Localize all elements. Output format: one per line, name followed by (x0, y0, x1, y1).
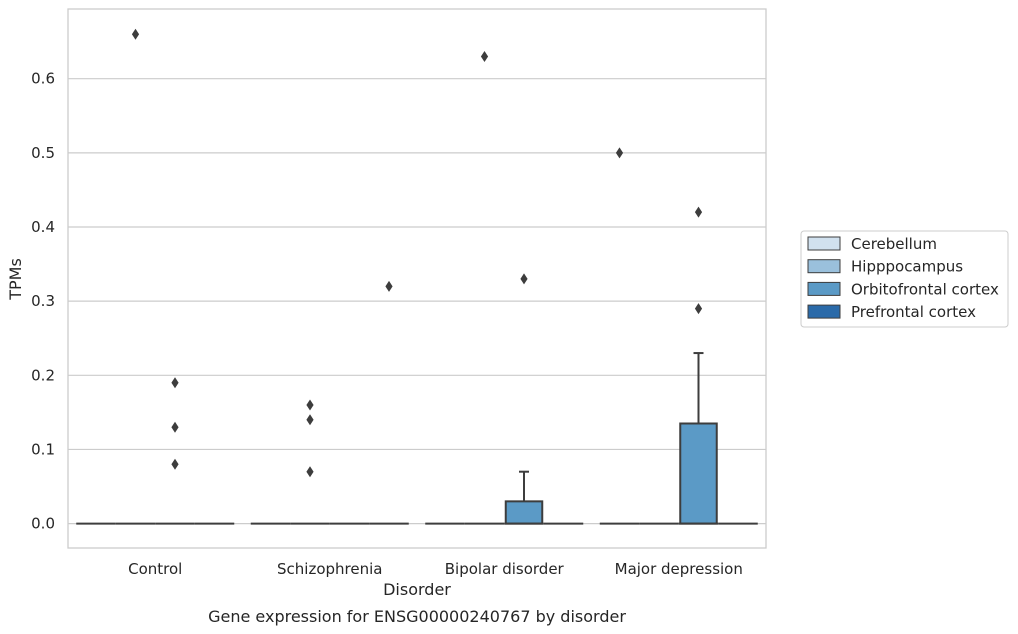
legend-frame (800, 230, 1009, 328)
legend-swatch (807, 281, 841, 296)
box (504, 500, 544, 525)
x-tick-labels: Control Schizophrenia Bipolar disorder Majo… (128, 560, 743, 578)
outlier-marker (615, 147, 624, 159)
outlier-marker (694, 206, 703, 218)
legend-label: Orbitofrontal cortex (851, 280, 999, 298)
outlier-points (131, 28, 703, 478)
y-tick-label: 0.2 (31, 366, 55, 384)
outlier-marker (171, 421, 179, 433)
legend-swatch (807, 259, 841, 274)
y-axis-label: TPMs (6, 258, 25, 301)
outlier-marker (171, 377, 179, 389)
outlier-marker (520, 273, 528, 285)
legend-label: Prefrontal cortex (851, 303, 976, 321)
box-group (504, 470, 544, 525)
x-tick-label: Bipolar disorder (445, 560, 565, 578)
outlier-marker (385, 280, 393, 292)
box (679, 422, 718, 525)
legend-label: Cerebellum (851, 235, 937, 253)
legend: Cerebellum Hipppocampus Orbitofrontal cort… (800, 230, 1009, 328)
y-tick-label: 0.6 (31, 70, 55, 88)
legend-label: Hipppocampus (851, 258, 963, 276)
outlier-marker (131, 28, 140, 40)
x-tick-label: Schizophrenia (277, 560, 382, 578)
y-tick-label: 0.1 (31, 440, 55, 458)
x-axis-label: Disorder (383, 580, 451, 599)
plot-background (68, 9, 766, 548)
x-tick-label: Control (128, 560, 182, 578)
box-groups (76, 352, 758, 525)
outlier-marker (171, 458, 179, 470)
y-tick-label: 0.5 (31, 144, 55, 162)
y-tick-label: 0.0 (31, 515, 55, 533)
y-tick-label: 0.4 (31, 218, 55, 236)
legend-swatch (807, 304, 841, 319)
legend-swatch (807, 236, 841, 251)
outlier-marker (306, 399, 314, 411)
figure-caption: Gene expression for ENSG00000240767 by d… (208, 607, 626, 626)
outlier-marker (694, 303, 703, 315)
x-tick-label: Major depression (615, 560, 743, 578)
plot-frame (67, 8, 767, 549)
box-group (678, 352, 719, 525)
outlier-marker (306, 414, 314, 426)
outlier-marker (306, 466, 314, 478)
y-tick-labels: 0.0 0.1 0.2 0.3 0.4 0.5 0.6 (31, 70, 55, 533)
outlier-marker (480, 50, 489, 62)
y-tick-label: 0.3 (31, 292, 55, 310)
y-gridlines (68, 78, 766, 525)
